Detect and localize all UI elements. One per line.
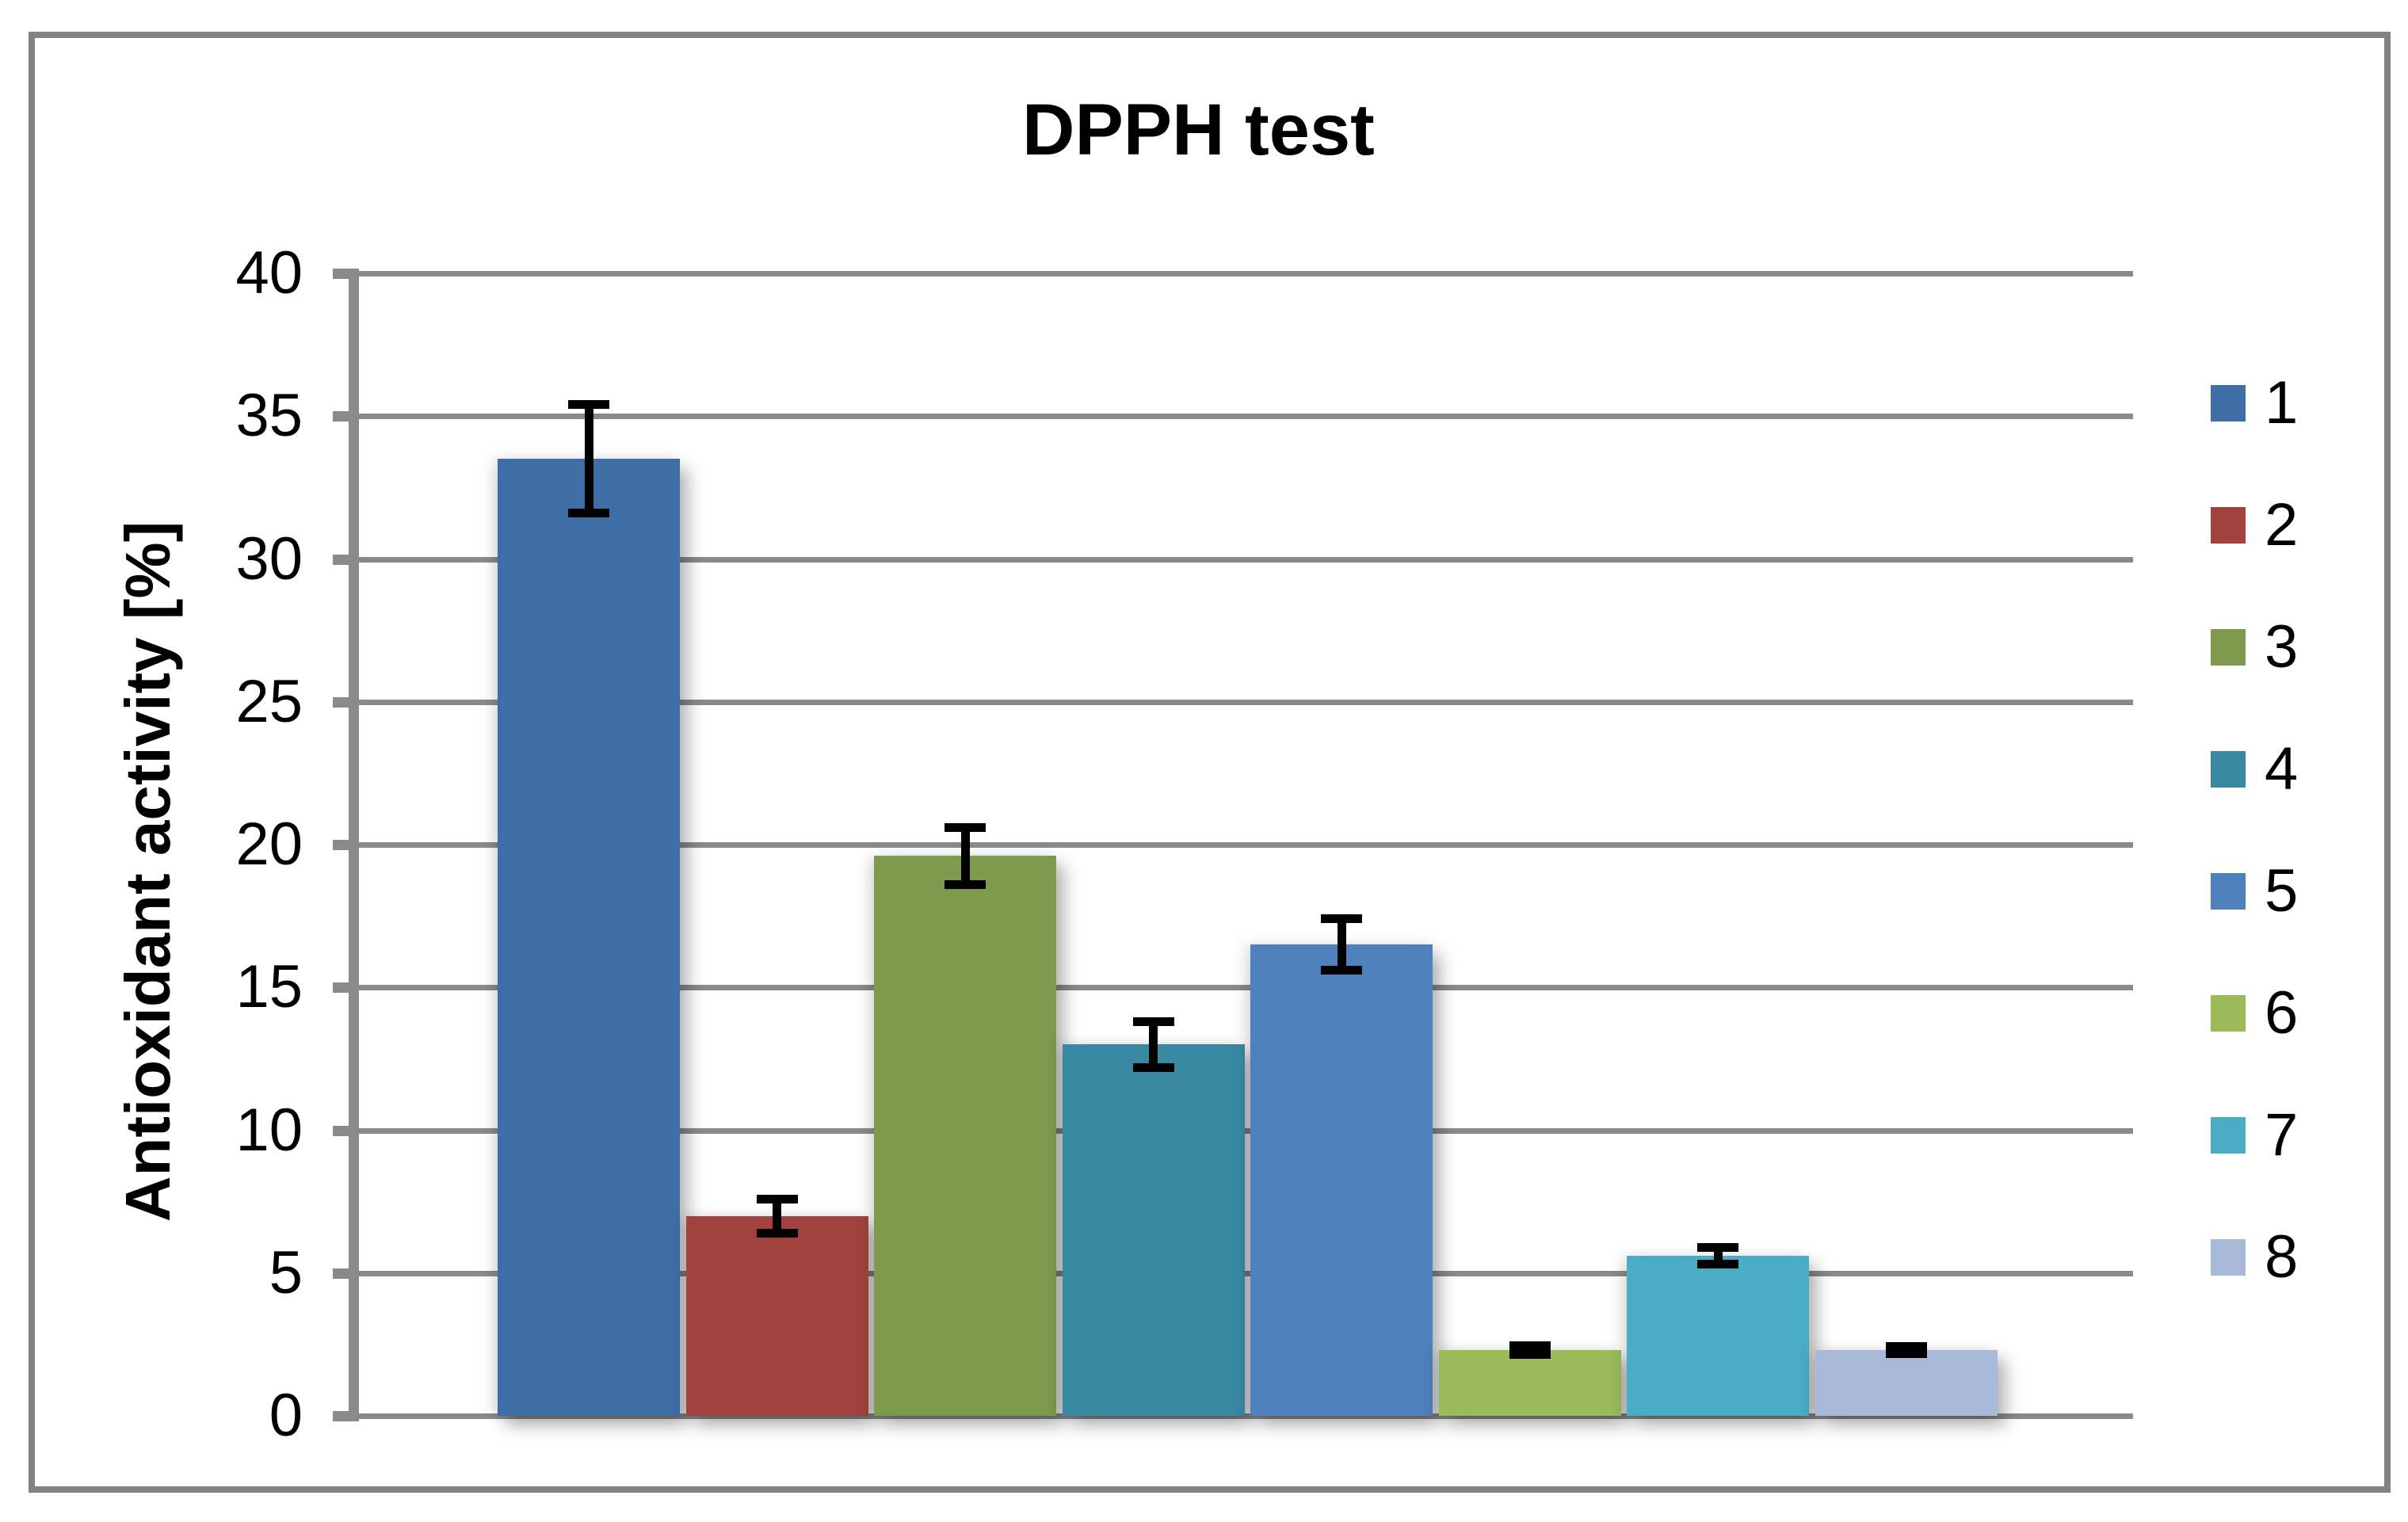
legend-swatch-6: [2211, 995, 2246, 1032]
error-bar-cap-bottom-6: [1509, 1349, 1551, 1359]
legend-label-3: 3: [2265, 613, 2299, 681]
bar-series-7: [1627, 1256, 1809, 1416]
gridline-0: [349, 1413, 2133, 1419]
legend-swatch-4: [2211, 751, 2246, 788]
error-bar-line-2: [773, 1199, 781, 1234]
bar-series-8: [1815, 1350, 1998, 1416]
y-tick-label-20: 20: [235, 811, 303, 878]
legend-label-4: 4: [2265, 735, 2299, 803]
error-bar-cap-top-6: [1509, 1341, 1551, 1351]
legend-swatch-5: [2211, 873, 2246, 910]
gridline-40: [349, 271, 2133, 277]
error-bar-cap-top-1: [568, 400, 609, 410]
bar-series-2: [685, 1215, 868, 1416]
legend-swatch-8: [2211, 1239, 2246, 1276]
error-bar-cap-top-8: [1885, 1342, 1927, 1352]
bar-series-6: [1438, 1350, 1621, 1416]
error-bar-cap-bottom-4: [1132, 1062, 1174, 1072]
gridline-30: [349, 556, 2133, 563]
y-tick-label-40: 40: [235, 239, 303, 307]
error-bar-line-1: [584, 404, 593, 513]
bar-series-3: [874, 856, 1056, 1416]
error-bar-cap-bottom-3: [945, 879, 986, 889]
error-bar-cap-top-5: [1321, 914, 1362, 924]
error-bar-cap-bottom-7: [1697, 1260, 1738, 1269]
bar-series-4: [1062, 1044, 1245, 1416]
legend-swatch-2: [2211, 507, 2246, 544]
y-tick-label-30: 30: [235, 524, 303, 593]
gridline-20: [349, 842, 2133, 848]
error-bar-cap-top-7: [1697, 1242, 1738, 1252]
legend-label-6: 6: [2265, 979, 2299, 1047]
error-bar-cap-bottom-5: [1321, 966, 1362, 975]
legend-swatch-3: [2211, 629, 2246, 666]
gridline-15: [349, 985, 2133, 991]
chart-title: DPPH test: [1022, 90, 1375, 170]
y-tick-label-35: 35: [235, 382, 303, 450]
legend-label-8: 8: [2265, 1223, 2299, 1291]
gridline-25: [349, 699, 2133, 705]
legend-label-1: 1: [2265, 369, 2299, 437]
error-bar-line-4: [1149, 1021, 1158, 1068]
y-tick-label-15: 15: [235, 953, 303, 1021]
error-bar-cap-top-2: [756, 1194, 798, 1203]
bar-series-5: [1250, 944, 1433, 1416]
error-bar-line-5: [1337, 918, 1346, 971]
error-bar-line-7: [1713, 1247, 1723, 1265]
error-bar-cap-top-3: [945, 822, 986, 832]
legend-swatch-1: [2211, 385, 2246, 422]
bar-series-1: [498, 459, 680, 1416]
gridline-35: [349, 414, 2133, 420]
y-tick-label-10: 10: [235, 1096, 303, 1164]
y-axis-line: [349, 270, 359, 1421]
y-tick-label-25: 25: [235, 667, 303, 735]
error-bar-line-3: [960, 827, 970, 885]
y-tick-label-0: 0: [269, 1382, 303, 1449]
legend-swatch-7: [2211, 1117, 2246, 1154]
error-bar-cap-bottom-2: [756, 1228, 798, 1238]
legend-label-5: 5: [2265, 857, 2299, 925]
error-bar-cap-bottom-8: [1885, 1348, 1927, 1358]
legend-label-7: 7: [2265, 1101, 2299, 1169]
error-bar-cap-top-4: [1132, 1017, 1174, 1026]
y-tick-label-5: 5: [269, 1238, 303, 1306]
legend-label-2: 2: [2265, 491, 2299, 559]
error-bar-cap-bottom-1: [568, 509, 609, 518]
